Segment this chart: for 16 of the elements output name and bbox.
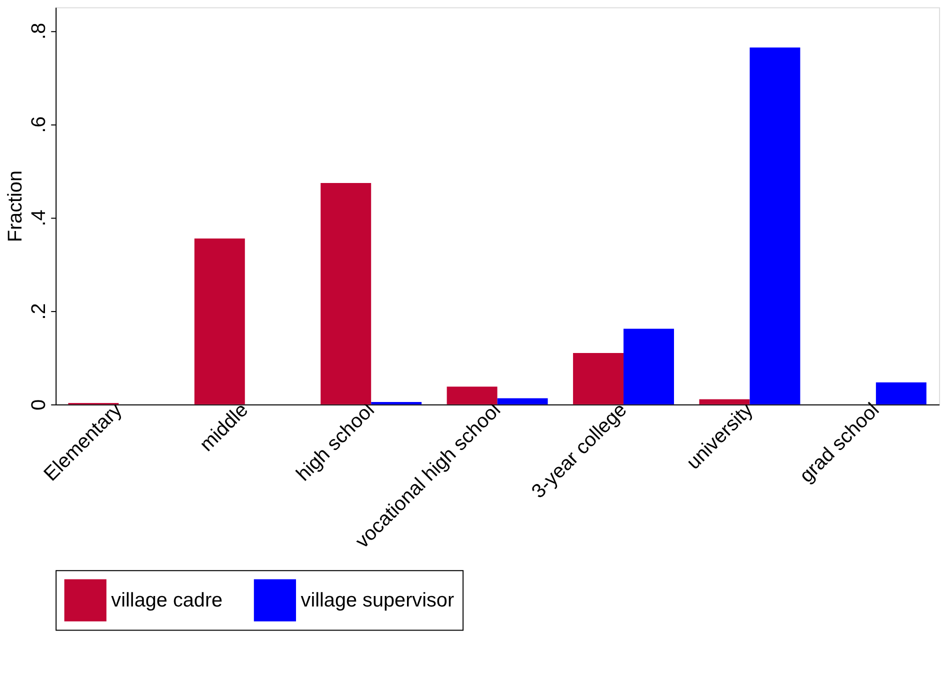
legend-label: village supervisor: [300, 589, 454, 612]
bar: [194, 238, 245, 404]
y-tick-label: .4: [28, 210, 50, 226]
y-axis-title: Fraction: [4, 170, 26, 242]
y-tick-label: .2: [28, 303, 50, 320]
y-tick-label: .8: [28, 22, 50, 40]
legend-label: village cadre: [111, 589, 223, 612]
bar: [320, 182, 372, 404]
y-tick-label: 0: [28, 399, 50, 410]
y-tick-label: .6: [28, 116, 50, 133]
bar: [624, 328, 674, 404]
bar: [446, 386, 498, 404]
bar: [699, 399, 750, 404]
bar: [750, 47, 800, 404]
bar: [497, 398, 548, 404]
bar: [573, 352, 624, 404]
